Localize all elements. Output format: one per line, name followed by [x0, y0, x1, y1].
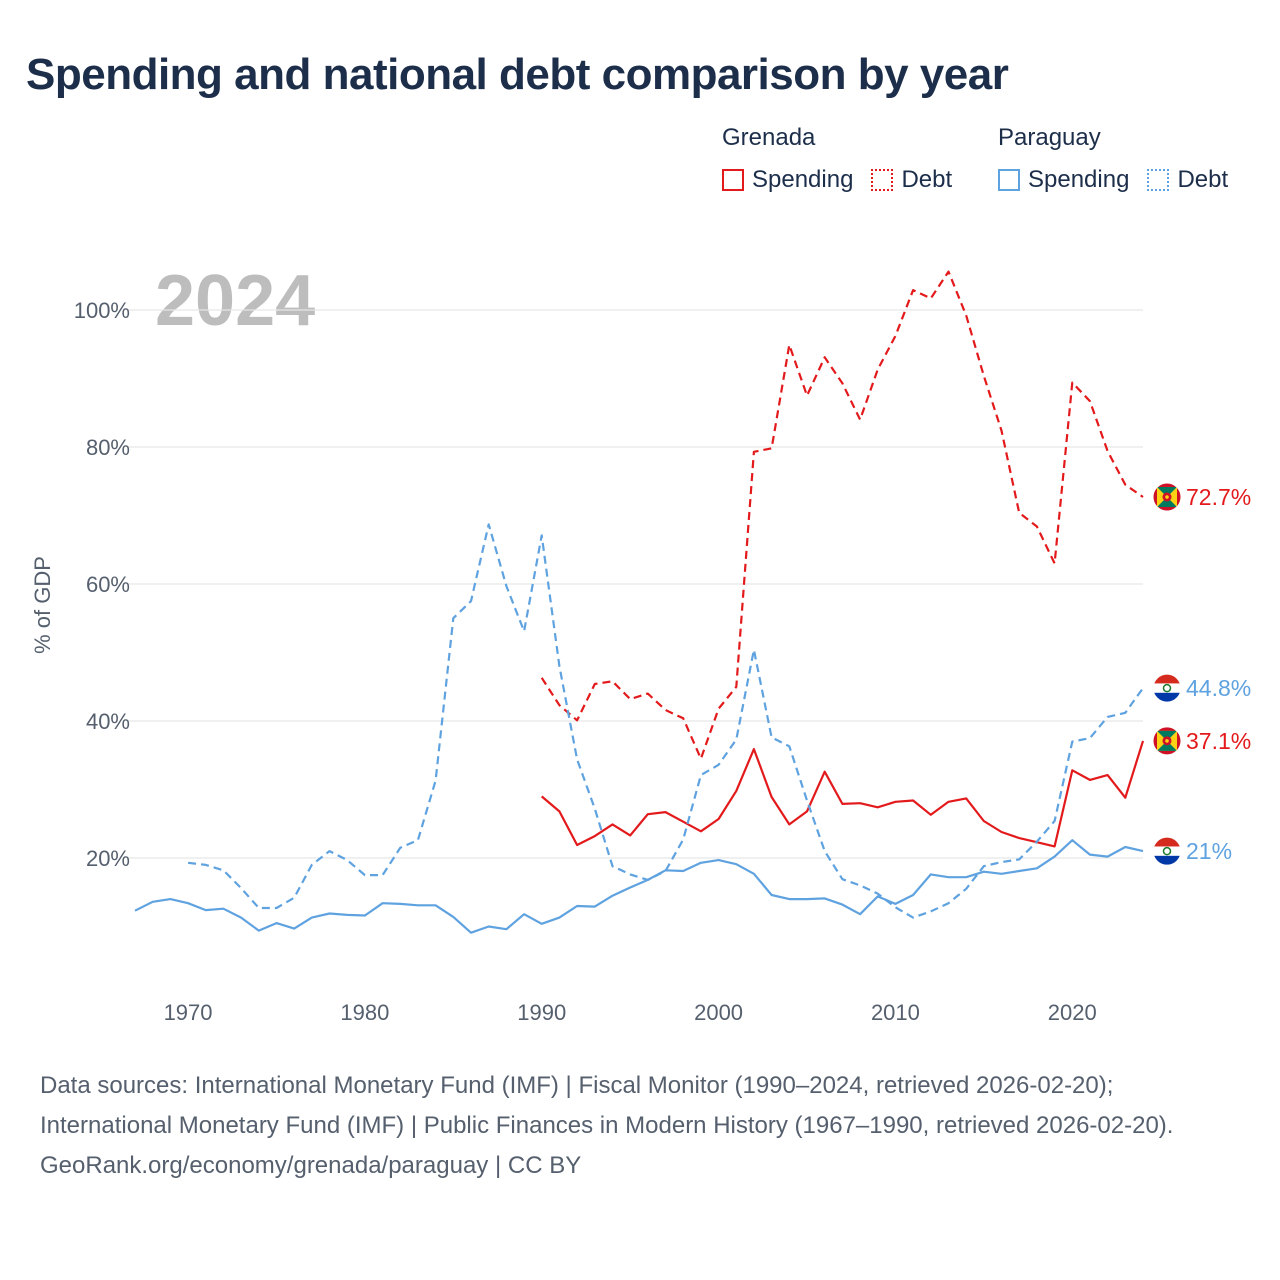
- data-sources: Data sources: International Monetary Fun…: [40, 1072, 1174, 1139]
- y-tick-label: 40%: [86, 709, 130, 734]
- end-marker-grenada-debt: 72.7%: [1152, 482, 1251, 512]
- legend-swatch-paraguay-debt: [1147, 169, 1170, 191]
- y-tick-label: 80%: [86, 435, 130, 460]
- end-value-label: 44.8%: [1186, 675, 1251, 701]
- end-marker-paraguay-spending: 21%: [1152, 836, 1232, 866]
- legend-swatch-grenada-debt: [871, 169, 894, 191]
- y-tick-label: 60%: [86, 572, 130, 597]
- end-value-label: 21%: [1186, 838, 1232, 864]
- year-watermark: 2024: [155, 261, 315, 341]
- x-tick-label: 1990: [517, 1000, 566, 1025]
- chart-title: Spending and national debt comparison by…: [26, 50, 1009, 99]
- end-marker-grenada-spending: 37.1%: [1152, 726, 1251, 756]
- legend-label-paraguay-debt: Debt: [1177, 166, 1229, 193]
- x-tick-label: 2000: [694, 1000, 743, 1025]
- end-marker-paraguay-debt: 44.8%: [1152, 673, 1251, 703]
- end-value-label: 37.1%: [1186, 728, 1251, 754]
- series-line-paraguay-spending: [134, 839, 1144, 934]
- legend-label-grenada-debt: Debt: [901, 166, 953, 193]
- legend-label-paraguay-spending: Spending: [1028, 166, 1130, 193]
- grenada-flag-icon: [1153, 483, 1181, 512]
- legend-title-paraguay: Paraguay: [998, 124, 1101, 151]
- x-tick-label: 1970: [164, 1000, 213, 1025]
- footer: Data sources: International Monetary Fun…: [40, 1066, 1240, 1186]
- legend-title-grenada: Grenada: [722, 124, 816, 151]
- legend-item-grenada-debt[interactable]: Debt: [871, 166, 952, 194]
- paraguay-flag-icon: [1153, 837, 1181, 866]
- legend-label-grenada-spending: Spending: [752, 166, 854, 193]
- series-line-grenada-spending: [540, 740, 1145, 848]
- y-axis-label: % of GDP: [30, 556, 55, 654]
- credit-link[interactable]: GeoRank.org/economy/grenada/paraguay | C…: [40, 1152, 582, 1179]
- line-chart: 2024 % of GDP 20% 40% 60% 80% 100% 1970 1980 1…: [30, 261, 1251, 1025]
- y-tick-label: 20%: [86, 846, 130, 871]
- y-tick-label: 100%: [74, 298, 130, 323]
- x-tick-label: 1980: [340, 1000, 389, 1025]
- end-value-label: 72.7%: [1186, 484, 1251, 510]
- legend-group-paraguay: Paraguay Spending Debt: [998, 124, 1228, 194]
- legend-swatch-paraguay-spending: [998, 169, 1020, 191]
- grenada-flag-icon: [1153, 726, 1181, 755]
- legend-item-paraguay-debt[interactable]: Debt: [1147, 166, 1228, 194]
- legend-group-grenada: Grenada Spending Debt: [722, 124, 970, 194]
- series-line-paraguay-debt: [187, 523, 1144, 919]
- series-line-grenada-debt: [540, 270, 1144, 760]
- legend-item-paraguay-spending[interactable]: Spending: [998, 166, 1129, 194]
- x-tick-label: 2010: [871, 1000, 920, 1025]
- legend-swatch-grenada-spending: [722, 169, 744, 191]
- x-tick-label: 2020: [1048, 1000, 1097, 1025]
- paraguay-flag-icon: [1153, 674, 1181, 703]
- legend-item-grenada-spending[interactable]: Spending: [722, 166, 853, 194]
